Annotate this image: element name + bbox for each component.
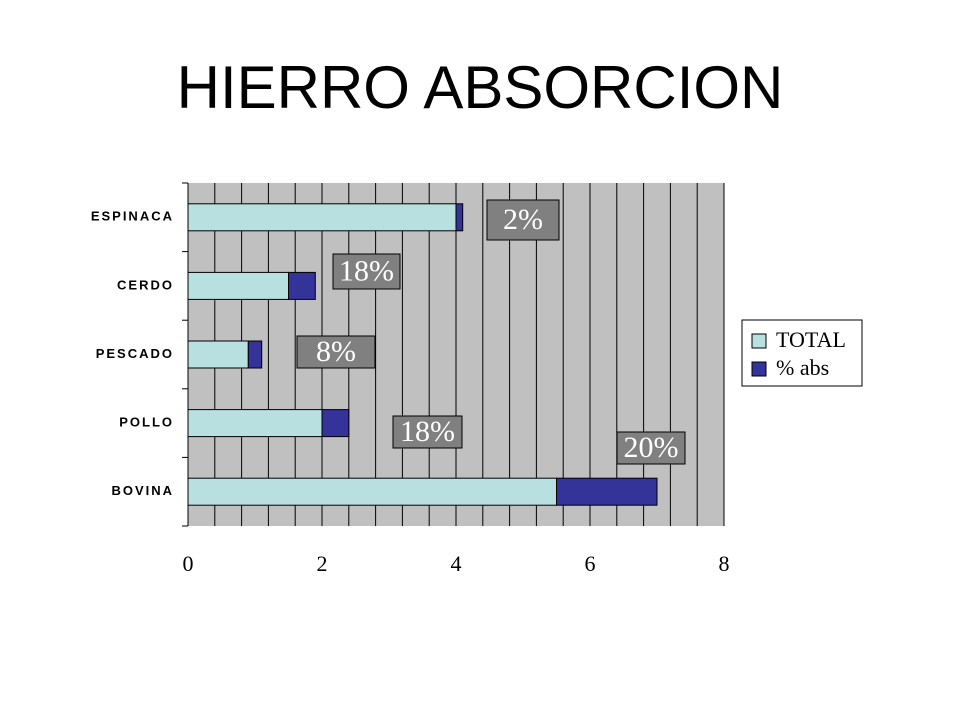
x-tick-label: 6 [585, 551, 596, 576]
annotation-box [616, 431, 686, 465]
legend-label: % abs [776, 355, 829, 380]
chart-title: HIERRO ABSORCION [177, 54, 784, 121]
x-tick-label: 4 [451, 551, 462, 576]
annotation-box [486, 199, 560, 241]
y-tick-label: CERDO [117, 277, 174, 292]
annotation-box [392, 415, 463, 449]
y-tick-label: PESCADO [96, 346, 174, 361]
bar [187, 203, 457, 232]
annotation: 18% [339, 254, 394, 287]
x-tick-label: 0 [183, 551, 194, 576]
bar [556, 477, 658, 506]
bar [288, 271, 316, 300]
annotation: 8% [316, 335, 356, 368]
legend-swatch [751, 361, 767, 377]
x-tick-label: 8 [719, 551, 730, 576]
bar [187, 340, 249, 369]
x-tick-label: 2 [317, 551, 328, 576]
legend-label: TOTAL [776, 327, 846, 352]
y-tick-label: POLLO [119, 415, 174, 430]
bar [187, 477, 557, 506]
annotation-box [332, 253, 401, 290]
y-tick-label: ESPINACA [91, 209, 174, 224]
legend-swatch [751, 333, 767, 349]
annotation: 2% [503, 203, 543, 236]
annotation: 18% [400, 415, 455, 448]
bar [187, 409, 323, 438]
y-tick-label: BOVINA [111, 483, 174, 498]
bar [247, 340, 263, 369]
annotation-box [296, 335, 376, 369]
annotation: 20% [624, 431, 679, 464]
bar [321, 409, 350, 438]
bar [187, 271, 289, 300]
bar [455, 203, 464, 232]
